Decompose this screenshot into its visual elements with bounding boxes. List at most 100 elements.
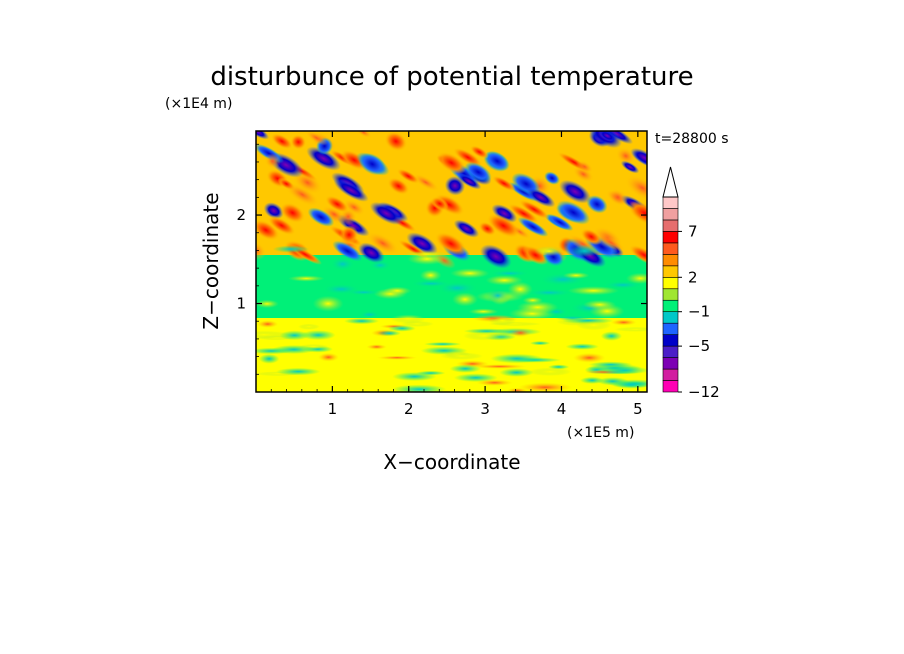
field-blob [468,308,499,315]
field-blob [485,288,511,303]
x-tick-label: 2 [404,400,414,418]
field-blob [449,364,482,373]
field-blob [326,208,342,220]
field-blob [279,202,306,224]
field-blob [396,168,420,184]
field-blob [556,200,590,225]
field-blob [559,179,591,204]
field-blob [509,328,532,337]
field-blob [256,131,270,140]
field-blob [343,199,366,216]
field-blob [333,178,369,202]
field-blob [298,323,320,330]
field-blob [366,344,387,350]
field-blob [290,134,307,150]
field-blob [366,231,400,255]
field-blob [628,244,647,266]
field-blob [489,270,530,277]
field-blob [383,286,412,296]
field-blob [264,153,281,169]
colorbar: −12−5−127 [662,166,720,401]
field-blob [307,207,335,227]
field-blob [600,366,647,375]
field-blob [614,326,647,332]
field-blob [430,196,449,211]
field-blob [488,315,517,326]
field-blob [324,195,350,213]
field-blob [517,217,549,237]
colorbar-swatch [662,254,679,267]
field-blob [288,275,325,282]
field-blob [263,202,284,220]
colorbar-label: −5 [688,337,710,355]
colorbar-label: 7 [688,222,698,240]
colorbar-swatch [662,242,679,255]
field-blob [583,299,617,310]
field-blob [463,328,510,334]
field-blob [492,175,516,192]
field-blob [358,153,386,176]
field-blob [406,232,438,255]
field-blob [453,373,498,382]
colorbar-swatch [662,288,679,301]
colorbar-swatch [662,322,679,335]
colorbar-label: 2 [688,268,698,286]
field-blob [516,300,559,314]
colorbar-swatch [662,265,679,278]
field-blob [377,330,401,337]
field-blob [272,245,310,253]
field-blob [258,353,280,364]
field-blob [306,146,341,171]
field-blob [339,225,359,245]
colorbar-swatch [662,357,679,370]
y-tick-label: 1 [236,295,246,313]
field-blob [343,317,380,325]
plot-frame [255,130,648,393]
y-tick-label: 2 [236,206,246,224]
time-label: t=28800 s [655,131,729,147]
field-blob [480,244,512,269]
colorbar-swatch [662,334,679,347]
field-blob [626,272,647,284]
colorbar-label: −12 [688,383,720,401]
colorbar-swatch [662,311,679,324]
x-tick-label: 4 [557,400,567,418]
field-blob [305,131,328,146]
colorbar-extend-arrow [662,166,679,198]
field-blob [562,272,590,279]
colorbar-swatch [662,208,679,221]
x-unit-label: (×1E5 m) [567,425,634,441]
field-blob [256,299,279,309]
field-blob [526,187,556,208]
field-blob [507,387,528,392]
field-blob [491,204,518,223]
field-blob [567,286,619,296]
field-blob [300,330,336,341]
y-axis: 12 [236,143,647,375]
field-blob [368,260,392,271]
field-blob [279,330,310,341]
field-blob [580,228,603,246]
field-blob [598,131,616,142]
colorbar-swatch [662,231,679,244]
field-blob [377,355,418,360]
field-blob [355,131,372,139]
field-blob [369,201,403,225]
field-blob [436,151,467,174]
y-unit-label: (×1E4 m) [165,96,232,112]
field-blob [434,231,467,256]
colorbar-swatch [662,299,679,313]
field-blob [600,331,623,341]
colorbar-swatch [662,219,679,232]
field-blob [624,174,647,201]
colorbar-swatch [662,368,679,381]
field-blob [576,320,612,331]
field-blob [507,203,540,224]
field-blob [525,288,574,297]
field-blob [484,151,510,171]
colorbar-swatch [662,345,679,358]
field-blob [387,177,410,195]
field-blob [412,173,440,192]
